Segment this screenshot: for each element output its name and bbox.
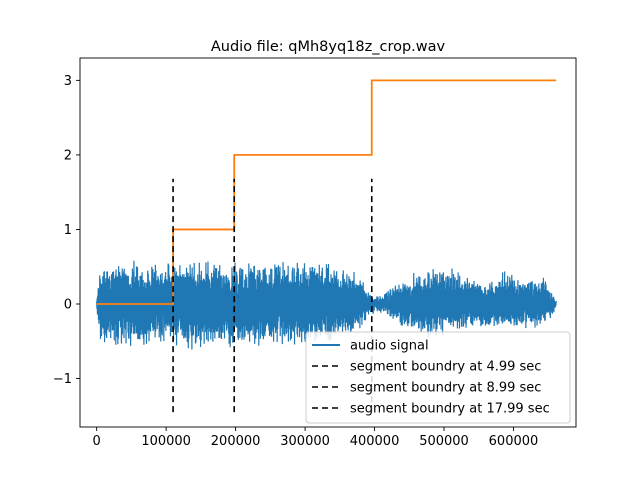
x-tick-label: 500000 <box>419 434 469 449</box>
axes: 0 100000 200000 300000 400000 500000 600000 −1 0… <box>53 57 577 449</box>
axes-frame <box>79 57 577 428</box>
x-tick-label: 600000 <box>489 434 539 449</box>
y-tick-label: 3 <box>64 74 72 89</box>
legend: audio signal segment boundry at 4.99 sec s… <box>305 331 571 424</box>
y-tick-label: 2 <box>64 148 72 163</box>
legend-label: segment boundry at 4.99 sec <box>350 360 541 375</box>
y-tick-label: −1 <box>53 372 72 387</box>
y-tick-label: 1 <box>64 223 72 238</box>
legend-label: segment boundry at 8.99 sec <box>350 381 541 396</box>
legend-label: audio signal <box>350 339 429 354</box>
y-tick-label: 0 <box>64 298 72 313</box>
x-tick-label: 100000 <box>141 434 191 449</box>
plot-area <box>96 79 557 413</box>
legend-label: segment boundry at 17.99 sec <box>350 402 550 417</box>
chart-title: Audio file: qMh8yq18z_crop.wav <box>211 39 446 55</box>
x-tick-label: 200000 <box>211 434 261 449</box>
plot-series-group <box>96 79 557 413</box>
legend-box <box>305 331 571 424</box>
x-tick-label: 300000 <box>280 434 330 449</box>
x-tick-label: 400000 <box>350 434 400 449</box>
x-tick-label: 0 <box>93 434 101 449</box>
